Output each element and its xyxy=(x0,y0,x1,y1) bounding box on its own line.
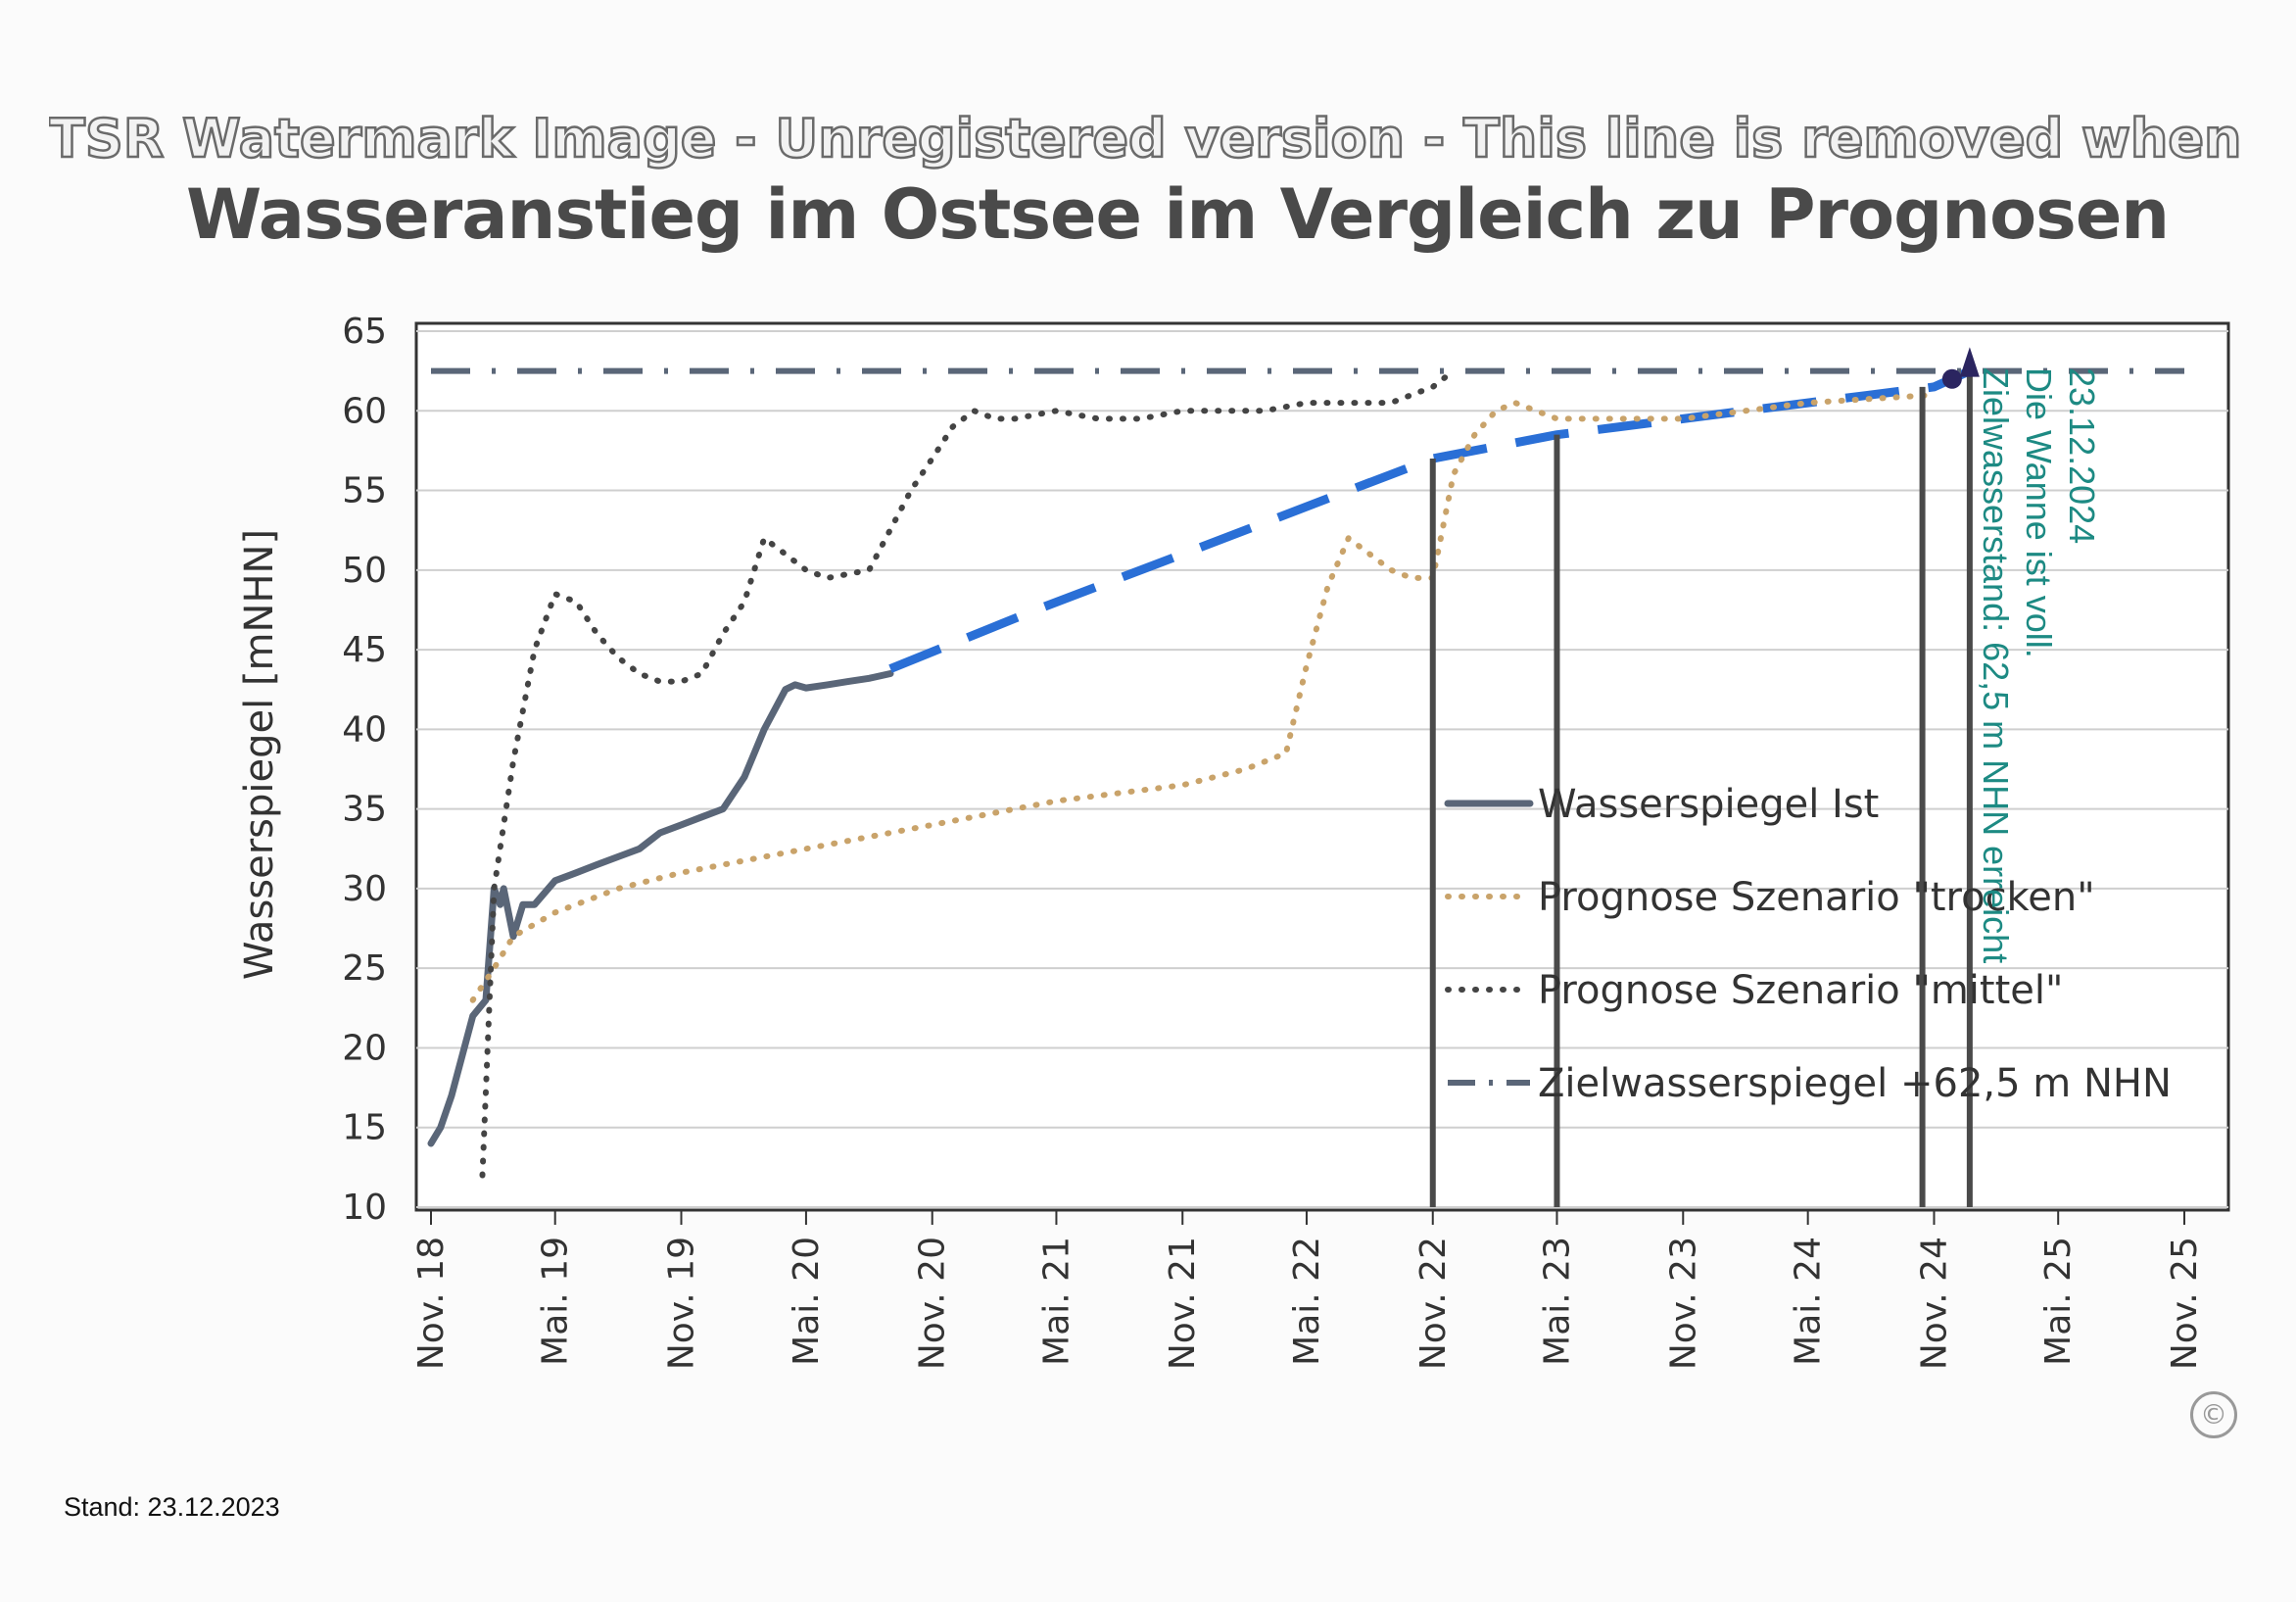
legend-entry: Zielwasserspiegel +62,5 m NHN xyxy=(1538,1061,2172,1106)
completion-annotation: 23.12.2024 Die Wanne ist voll. Zielwasse… xyxy=(1974,367,2103,963)
annotation-line-status: Die Wanne ist voll. xyxy=(2019,367,2059,658)
vertical-markers xyxy=(1429,347,1980,1207)
legend-entry: Wasserspiegel Ist xyxy=(1538,782,1879,827)
x-tick-label: Mai. 20 xyxy=(787,1237,827,1366)
y-tick-label: 60 xyxy=(342,391,387,431)
chart-title: Wasseranstieg im Ostsee im Vergleich zu … xyxy=(186,174,2170,255)
annotation-line-target: Zielwasserstand: 62,5 m NHN erreicht xyxy=(1976,367,2016,964)
x-tick-label: Nov. 21 xyxy=(1163,1237,1203,1370)
legend-entry: Prognose Szenario "trocken" xyxy=(1538,875,2095,920)
x-tick-label: Mai. 19 xyxy=(536,1237,576,1366)
x-tick-label: Nov. 23 xyxy=(1663,1237,1703,1370)
x-tick-label: Nov. 25 xyxy=(2165,1237,2205,1370)
y-tick-label: 10 xyxy=(342,1188,387,1228)
y-tick-label: 65 xyxy=(342,312,387,352)
annotation-line-date: 23.12.2024 xyxy=(2062,367,2102,545)
grid xyxy=(416,330,2228,1208)
y-axis-label: Wasserspiegel [mNHN] xyxy=(237,529,282,980)
series-line-1 xyxy=(888,366,1972,673)
y-tick-label: 50 xyxy=(342,551,387,591)
x-tick-label: Nov. 18 xyxy=(411,1237,452,1370)
x-tick-label: Nov. 20 xyxy=(913,1237,953,1370)
x-tick-label: Nov. 22 xyxy=(1413,1237,1454,1370)
y-axis: 10 15 20 25 30 35 40 45 50 55 60 65 xyxy=(342,312,387,1228)
y-tick-label: 40 xyxy=(342,709,387,750)
x-tick-label: Nov. 24 xyxy=(1914,1237,1954,1370)
y-tick-label: 55 xyxy=(342,471,387,511)
watermark-text: TSR Watermark Image - Unregistered versi… xyxy=(49,108,2253,170)
x-tick-label: Mai. 25 xyxy=(2038,1237,2079,1366)
y-tick-label: 35 xyxy=(342,790,387,830)
x-tick-label: Mai. 24 xyxy=(1789,1237,1829,1366)
y-tick-label: 15 xyxy=(342,1108,387,1148)
y-tick-label: 20 xyxy=(342,1028,387,1068)
x-tick-label: Mai. 23 xyxy=(1537,1237,1577,1366)
legend: Wasserspiegel Ist Prognose Szenario "troc… xyxy=(1444,782,2172,1106)
target-arrowhead xyxy=(1959,347,1980,377)
copyright-icon: © xyxy=(2190,1391,2237,1438)
x-axis: Nov. 18 Mai. 19 Nov. 19 Mai. 20 Nov. 20 Mai. … xyxy=(411,1210,2205,1370)
series-line-3 xyxy=(479,367,1457,1179)
stand-date: Stand: 23.12.2023 xyxy=(64,1492,280,1522)
y-tick-label: 30 xyxy=(342,869,387,909)
x-tick-label: Mai. 22 xyxy=(1287,1237,1327,1366)
x-tick-label: Nov. 19 xyxy=(662,1237,702,1370)
y-tick-label: 25 xyxy=(342,948,387,989)
x-tick-label: Mai. 21 xyxy=(1036,1237,1076,1366)
y-tick-label: 45 xyxy=(342,630,387,670)
target-reached-dot xyxy=(1941,368,1962,389)
plot-area xyxy=(414,321,2230,1212)
series-group xyxy=(427,366,2184,1179)
legend-entry: Prognose Szenario "mittel" xyxy=(1538,968,2063,1013)
series-line-2 xyxy=(469,392,1937,1003)
